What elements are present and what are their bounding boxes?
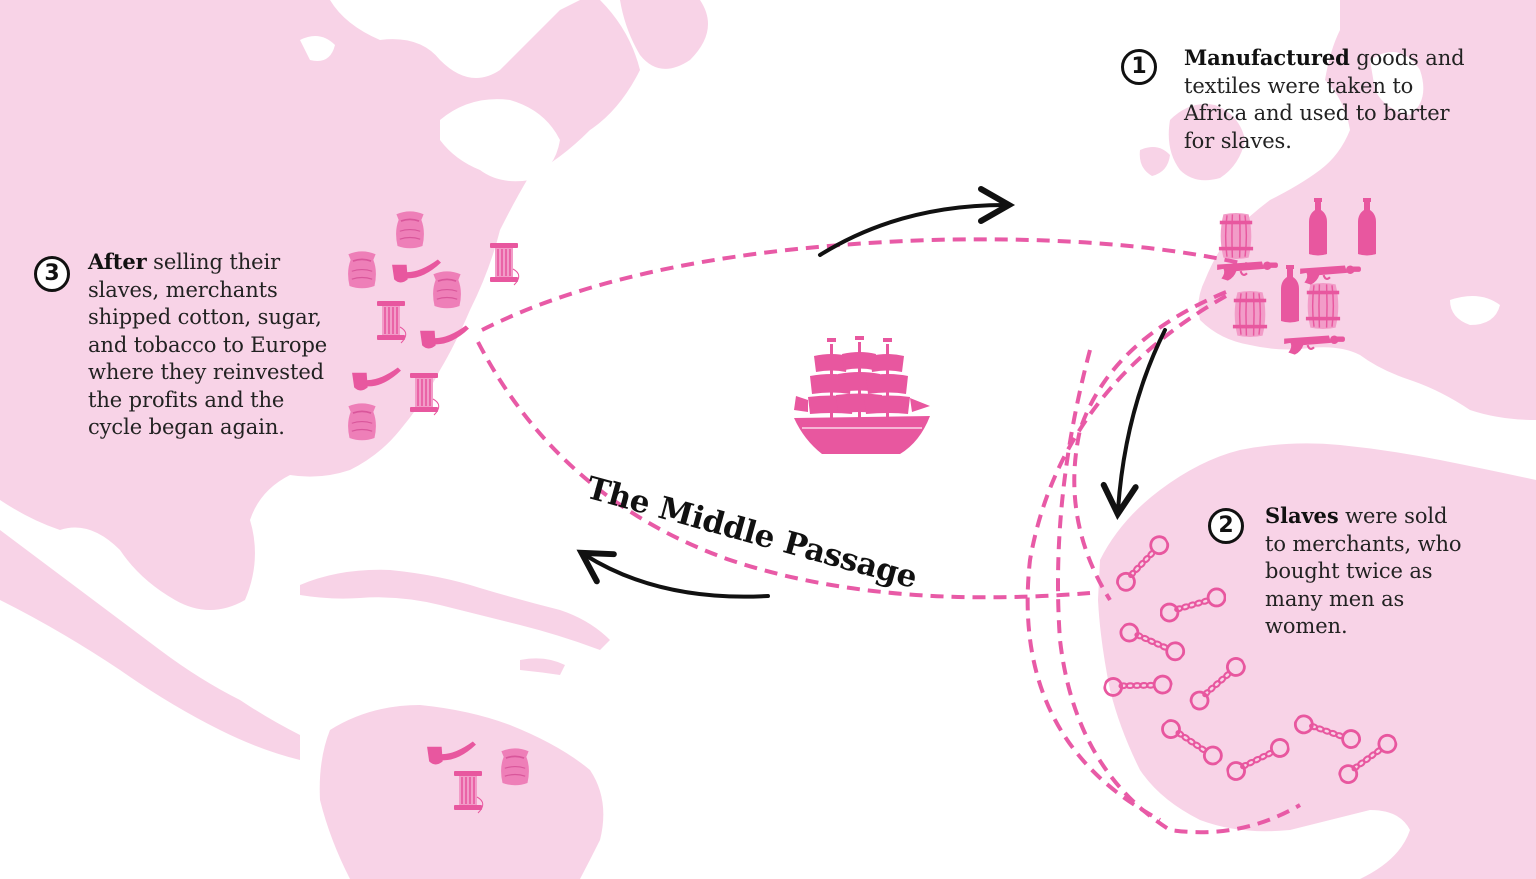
ship-icon xyxy=(793,336,931,455)
step-1-bold: Manufactured xyxy=(1184,45,1350,70)
barrel-icon xyxy=(1305,282,1341,330)
sack-icon xyxy=(347,250,377,290)
step-1-number: 1 xyxy=(1121,49,1157,85)
route-europe-to-africa-west xyxy=(1072,290,1227,602)
arrow-to-europe xyxy=(818,186,1016,257)
sack-icon xyxy=(500,747,530,787)
step-3-callout: After selling their slaves, merchants sh… xyxy=(88,248,333,442)
step-3-text: selling their slaves, merchants shipped … xyxy=(88,250,328,439)
direction-arrows xyxy=(576,186,1167,599)
barrel-icon xyxy=(1218,212,1254,260)
step-2-bold: Slaves xyxy=(1265,503,1339,528)
barrel-icon xyxy=(1232,290,1268,338)
route-americas-to-europe xyxy=(481,237,1263,332)
caribbean-islands xyxy=(300,569,610,650)
step-1-callout: Manufactured goods and textiles were tak… xyxy=(1184,44,1474,155)
route-europe-to-africa-deep xyxy=(1025,294,1227,822)
sack-icon xyxy=(347,402,377,442)
water-features xyxy=(300,36,1500,443)
step-3-bold: After xyxy=(88,249,147,274)
trade-routes xyxy=(476,237,1302,835)
arrow-to-americas xyxy=(576,549,770,599)
arrow-to-africa xyxy=(1100,328,1167,521)
step-2-number: 2 xyxy=(1208,508,1244,544)
step-2-text: were sold to merchants, who bought twice… xyxy=(1265,504,1462,638)
sack-icon xyxy=(395,210,425,250)
step-1-text: goods and textiles were taken to Africa … xyxy=(1184,46,1465,153)
step-2-callout: Slaves were sold to merchants, who bough… xyxy=(1265,502,1470,641)
africa xyxy=(1098,443,1536,879)
route-africa-coast xyxy=(1056,349,1302,835)
step-3-number: 3 xyxy=(34,256,70,292)
route-middle-passage xyxy=(476,341,1091,600)
sack-icon xyxy=(432,270,462,310)
